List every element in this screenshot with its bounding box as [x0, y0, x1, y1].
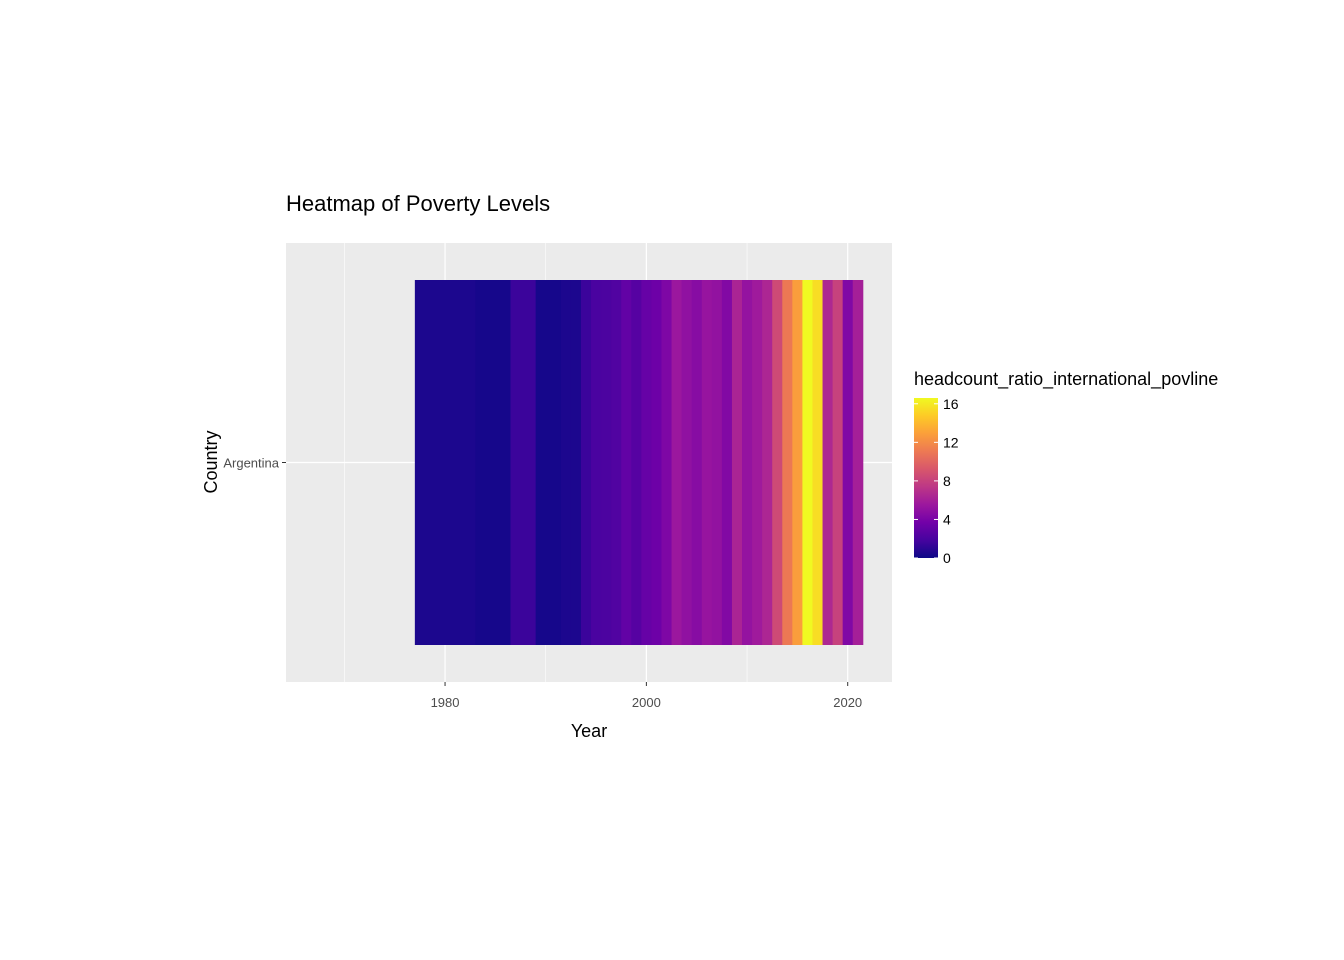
heatmap-cell[interactable] — [711, 280, 723, 645]
heatmap-cell[interactable] — [570, 280, 582, 645]
heatmap-cell[interactable] — [535, 280, 562, 645]
heatmap-cell[interactable] — [822, 280, 834, 645]
x-tick-label: 2000 — [632, 695, 661, 710]
heatmap-cell[interactable] — [621, 280, 632, 645]
y-tick-label: Argentina — [223, 456, 279, 471]
x-axis-title: Year — [571, 721, 607, 741]
heatmap-cell[interactable] — [852, 280, 864, 645]
heatmap-cell[interactable] — [701, 280, 713, 645]
legend-tick-label: 0 — [943, 550, 951, 566]
heatmap-cell[interactable] — [721, 280, 733, 645]
chart-title: Heatmap of Poverty Levels — [286, 191, 550, 216]
heatmap-cell[interactable] — [742, 280, 753, 645]
heatmap-cell[interactable] — [731, 280, 743, 645]
heatmap-cell[interactable] — [792, 280, 803, 645]
heatmap-cell[interactable] — [580, 280, 592, 645]
heatmap-cell[interactable] — [782, 280, 793, 645]
heatmap-cell[interactable] — [842, 280, 854, 645]
heatmap-cell[interactable] — [661, 280, 673, 645]
heatmap-cell[interactable] — [812, 280, 824, 645]
legend-ticks: 0 4 8 12 16 — [914, 396, 959, 566]
y-axis-title: Country — [201, 430, 221, 493]
y-axis: Argentina — [223, 456, 286, 471]
heatmap-cell[interactable] — [591, 280, 602, 645]
heatmap-cell[interactable] — [832, 280, 844, 645]
heatmap-cell[interactable] — [671, 280, 683, 645]
x-axis: 1980 2000 2020 — [431, 682, 862, 710]
heatmap-cell[interactable] — [414, 280, 476, 645]
heatmap-cell[interactable] — [772, 280, 783, 645]
legend-tick-label: 8 — [943, 473, 951, 489]
heatmap-cell[interactable] — [681, 280, 693, 645]
x-tick-label: 1980 — [431, 695, 460, 710]
colorbar-legend: headcount_ratio_international_povline 0 4… — [914, 369, 1218, 566]
heatmap-cell[interactable] — [651, 280, 662, 645]
legend-tick-label: 16 — [943, 396, 959, 412]
legend-tick-label: 4 — [943, 511, 951, 527]
heatmap-cells — [414, 280, 864, 645]
heatmap-cell[interactable] — [691, 280, 703, 645]
heatmap-cell[interactable] — [641, 280, 652, 645]
heatmap-cell[interactable] — [510, 280, 537, 645]
heatmap-cell[interactable] — [611, 280, 622, 645]
legend-title: headcount_ratio_international_povline — [914, 369, 1218, 390]
heatmap-cell[interactable] — [631, 280, 642, 645]
heatmap-cell[interactable] — [601, 280, 612, 645]
legend-tick-label: 12 — [943, 434, 959, 450]
heatmap-cell[interactable] — [560, 280, 572, 645]
x-tick-label: 2020 — [833, 695, 862, 710]
heatmap-cell[interactable] — [752, 280, 763, 645]
heatmap-cell[interactable] — [475, 280, 511, 645]
colorbar — [914, 398, 938, 558]
heatmap-cell[interactable] — [802, 280, 813, 645]
heatmap-cell[interactable] — [762, 280, 773, 645]
